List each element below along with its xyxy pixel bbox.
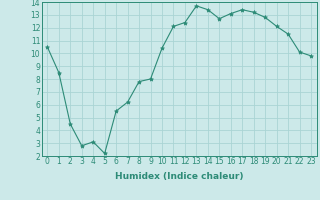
X-axis label: Humidex (Indice chaleur): Humidex (Indice chaleur) <box>115 172 244 181</box>
